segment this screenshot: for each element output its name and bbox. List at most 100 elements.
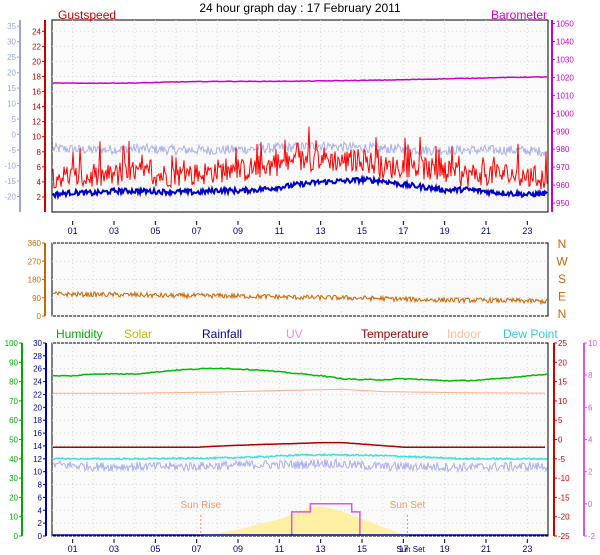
- humidity-axis-tick-label: 90: [9, 358, 18, 367]
- chart-marks: 2468101214161820222435302520151050-5-10-…: [4, 20, 597, 554]
- series-barometer-line: [52, 75, 548, 85]
- wind-axis-tick-label: 12: [32, 118, 41, 127]
- uv-axis-tick-label: 0: [588, 500, 593, 509]
- wind-axis-tick-label: 16: [32, 88, 41, 97]
- series-gustspeed-line: [52, 126, 548, 190]
- direction-axis-tick-label: 180: [28, 276, 42, 285]
- uv-axis-tick-label: 2: [588, 468, 593, 477]
- temperature-axis-tick-label: -10: [558, 474, 570, 483]
- legend-dewpoint: Dew Point: [503, 327, 558, 341]
- hour-tick-label: 11: [275, 544, 284, 554]
- legend-uv: UV: [286, 327, 303, 341]
- direction-axis-tick-label: 0: [37, 312, 42, 321]
- temp-axis-tick-label: 25: [7, 53, 16, 62]
- rain-axis-tick-label: 22: [33, 390, 42, 399]
- hour-tick-label: 05: [150, 544, 160, 554]
- series-temperature-line: [53, 441, 545, 448]
- uv-axis-tick-label: 6: [588, 403, 593, 412]
- series-uv-line: [290, 503, 361, 536]
- pressure-axis-tick-label: 990: [556, 127, 570, 136]
- humidity-axis-tick-label: 80: [9, 378, 18, 387]
- rain-axis-tick-label: 26: [33, 365, 42, 374]
- temp-axis-tick-label: -20: [4, 193, 16, 202]
- wind-axis-tick-label: 18: [32, 72, 41, 81]
- sun-set-tick-label: Sun Set: [396, 545, 425, 554]
- rain-axis-tick-label: 10: [33, 468, 42, 477]
- hour-tick-label: 23: [522, 544, 532, 554]
- rain-axis-tick-label: 12: [33, 455, 42, 464]
- uv-axis-tick-label: 8: [588, 371, 593, 380]
- humidity-axis-tick-label: 100: [5, 339, 19, 348]
- temp-axis-tick-label: -5: [9, 146, 17, 155]
- series-windchill-line: [52, 140, 548, 158]
- rain-axis-tick-label: 16: [33, 429, 42, 438]
- legend-gustspeed: Gustspeed: [58, 8, 116, 22]
- compass-label: N: [558, 237, 567, 251]
- humidity-axis-tick-label: 30: [9, 474, 18, 483]
- uv-axis-tick-label: -2: [588, 532, 596, 541]
- hour-tick-label: 21: [481, 226, 491, 236]
- legend-temperature: Temperature: [361, 327, 429, 341]
- hour-tick-label: 17: [398, 544, 408, 554]
- temp-axis-tick-label: 35: [7, 22, 16, 31]
- series-indoor-line: [53, 388, 546, 394]
- pressure-axis-tick-label: 960: [556, 181, 570, 190]
- temp-axis-tick-label: 10: [7, 100, 16, 109]
- wind-axis-tick-label: 4: [37, 178, 42, 187]
- hour-tick-label: 09: [233, 544, 243, 554]
- compass-label: E: [558, 290, 566, 304]
- rain-axis-tick-label: 18: [33, 416, 42, 425]
- wind-axis-tick-label: 10: [32, 133, 41, 142]
- pressure-axis-tick-label: 980: [556, 145, 570, 154]
- temperature-axis-tick-label: -5: [558, 455, 566, 464]
- temperature-axis-tick-label: 20: [558, 358, 567, 367]
- hour-tick-label: 05: [150, 226, 160, 236]
- direction-axis-tick-label: 90: [32, 294, 41, 303]
- series-windspeed-line: [52, 174, 548, 201]
- hour-tick-label: 13: [316, 226, 326, 236]
- hour-tick-label: 23: [522, 226, 532, 236]
- pressure-axis-tick-label: 1050: [556, 20, 574, 29]
- hour-tick-label: 21: [481, 544, 491, 554]
- temp-axis-tick-label: 5: [12, 115, 17, 124]
- wind-axis-tick-label: 14: [32, 103, 41, 112]
- wind-axis-tick-label: 8: [37, 148, 42, 157]
- temperature-axis-tick-label: 15: [558, 378, 567, 387]
- uv-axis-tick-label: 4: [588, 436, 593, 445]
- rain-axis-tick-label: 28: [33, 352, 42, 361]
- rain-axis-tick-label: 4: [38, 506, 43, 515]
- wind-axis-tick-label: 20: [32, 57, 41, 66]
- direction-axis-tick-label: 360: [28, 239, 42, 248]
- series-solar-area: [200, 506, 408, 536]
- temperature-axis-tick-label: 5: [558, 416, 563, 425]
- temperature-axis-tick-label: 10: [558, 397, 567, 406]
- temperature-axis-tick-label: 0: [558, 436, 563, 445]
- temp-axis-tick-label: -15: [4, 177, 16, 186]
- wind-axis-tick-label: 2: [37, 193, 42, 202]
- legend-rainfall: Rainfall: [202, 327, 242, 341]
- series-windchill-lower-line: [52, 458, 548, 473]
- pressure-axis-tick-label: 1010: [556, 91, 574, 100]
- hour-tick-label: 15: [357, 226, 367, 236]
- rain-axis-tick-label: 14: [33, 442, 42, 451]
- hour-tick-label: 01: [68, 226, 78, 236]
- temperature-axis-tick-label: 25: [558, 339, 567, 348]
- pressure-axis-tick-label: 970: [556, 163, 570, 172]
- rain-axis-tick-label: 30: [33, 339, 42, 348]
- pressure-axis-tick-label: 1020: [556, 73, 574, 82]
- humidity-axis-tick-label: 40: [9, 455, 18, 464]
- humidity-axis-tick-label: 60: [9, 416, 18, 425]
- legend-indoor: Indoor: [447, 327, 481, 341]
- hour-tick-label: 11: [275, 226, 284, 236]
- pressure-axis-tick-label: 1000: [556, 109, 574, 118]
- hour-tick-label: 15: [357, 544, 367, 554]
- pressure-axis-tick-label: 1040: [556, 38, 574, 47]
- series-humidity-line: [52, 367, 548, 382]
- hour-tick-label: 07: [192, 226, 202, 236]
- hour-tick-label: 09: [233, 226, 243, 236]
- hour-tick-label: 13: [316, 544, 326, 554]
- humidity-axis-tick-label: 70: [9, 397, 18, 406]
- temperature-axis-tick-label: -25: [558, 532, 570, 541]
